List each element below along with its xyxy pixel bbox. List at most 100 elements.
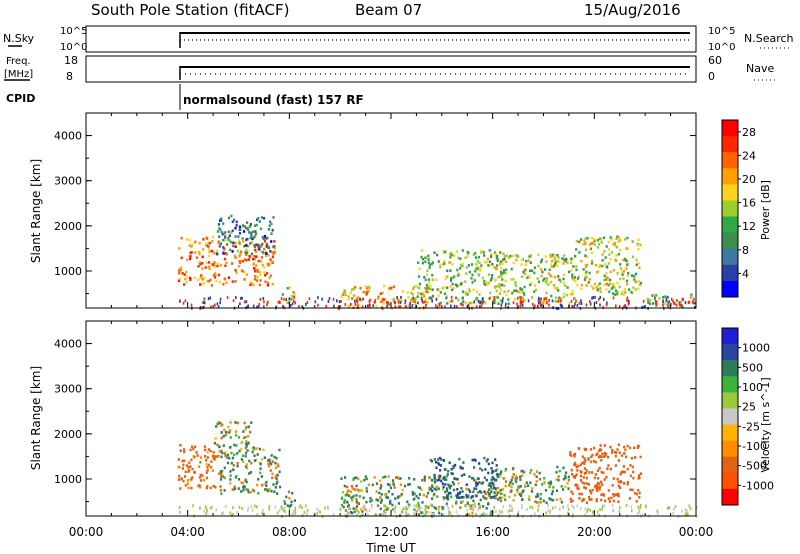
power-echo-cell [424, 298, 427, 301]
vel-echo-cell [377, 499, 380, 502]
power-echo-cell [573, 276, 576, 279]
vel-echo-cell [596, 485, 599, 489]
power-echo-cell [250, 233, 253, 236]
vel-scatter-cell [587, 507, 589, 511]
power-scatter-cell [480, 304, 483, 308]
vel-echo-cell [211, 469, 214, 472]
vel-echo-cell [417, 502, 420, 505]
vel-echo-cell [455, 500, 458, 504]
vel-echo-cell [181, 467, 184, 470]
power-echo-cell [607, 247, 610, 251]
x-axis-label: Time UT [365, 541, 416, 554]
power-echo-cell [494, 254, 497, 257]
power-echo-cell [239, 228, 242, 231]
power-echo-cell [575, 239, 578, 243]
power-colorbar-frame [721, 119, 739, 298]
vel-echo-cell [514, 475, 517, 478]
power-scatter-cell [368, 300, 371, 304]
power-echo-cell [651, 294, 654, 297]
vel-echo-cell [484, 468, 487, 471]
vel-echo-cell [591, 453, 594, 457]
vel-echo-cell [603, 494, 606, 497]
power-echo-cell [207, 254, 210, 258]
vel-echo-cell [459, 491, 462, 494]
vel-echo-cell [480, 491, 483, 494]
power-scatter-cell [241, 296, 243, 300]
vel-echo-cell [491, 471, 494, 475]
power-echo-cell [344, 293, 347, 297]
vel-echo-cell [600, 493, 603, 497]
power-echo-cell [424, 256, 427, 260]
vel-colorbar-tick-label: -25 [742, 420, 760, 433]
power-echo-cell [580, 238, 583, 241]
vel-echo-cell [247, 490, 250, 494]
vel-scatter-cell [203, 509, 205, 513]
power-echo-cell [509, 278, 512, 281]
vel-echo-cell [273, 455, 276, 459]
power-scatter-cell [232, 299, 235, 303]
vel-echo-cell [590, 460, 593, 464]
vel-echo-cell [249, 471, 253, 474]
power-echo-cell [343, 289, 347, 292]
power-echo-cell [562, 273, 565, 276]
vel-echo-cell [521, 470, 524, 473]
vel-echo-cell [253, 447, 256, 451]
power-echo-cell [495, 289, 498, 293]
power-echo-cell [507, 302, 510, 305]
power-echo-cell [449, 255, 452, 259]
power-echo-cell [212, 263, 215, 267]
vel-echo-cell [229, 482, 232, 485]
vel-echo-cell [465, 493, 468, 497]
vel-echo-cell [219, 472, 222, 476]
vel-echo-cell [538, 477, 541, 481]
vel-scatter-cell [206, 509, 208, 513]
vel-scatter-cell [247, 509, 249, 513]
vel-echo-cell [230, 461, 233, 465]
vel-scatter-cell [424, 505, 427, 509]
vel-scatter-cell [179, 510, 181, 514]
vel-echo-cell [503, 494, 506, 497]
vel-echo-cell [635, 500, 638, 503]
nave-tick-bottom: 0 [708, 70, 715, 83]
vel-echo-cell [559, 497, 562, 501]
vel-echo-cell [617, 443, 620, 447]
power-echo-cell [205, 236, 208, 240]
power-echo-cell [550, 294, 553, 298]
power-echo-cell [605, 276, 608, 279]
power-echo-cell [556, 300, 559, 304]
power-echo-cell [225, 261, 228, 265]
power-echo-cell [632, 255, 635, 259]
vel-echo-cell [355, 505, 358, 508]
power-echo-cell [476, 267, 479, 270]
vel-echo-cell [488, 482, 491, 485]
vel-scatter-cell [368, 509, 371, 513]
vel-echo-cell [221, 469, 224, 473]
power-echo-cell [499, 275, 502, 278]
vel-echo-cell [590, 498, 593, 501]
vel-echo-cell [439, 469, 442, 472]
vel-echo-cell [247, 425, 250, 429]
vel-scatter-cell [366, 509, 368, 513]
power-echo-cell [253, 244, 256, 247]
vel-echo-cell [370, 499, 373, 502]
power-colorbar-swatch [722, 136, 738, 153]
power-echo-cell [533, 271, 536, 275]
power-echo-cell [246, 237, 249, 241]
vel-echo-cell [219, 485, 222, 488]
vel-echo-cell [214, 485, 217, 489]
power-scatter-cell [589, 300, 591, 303]
vel-echo-cell [224, 454, 227, 458]
vel-echo-cell [438, 505, 441, 509]
vel-echo-cell [638, 491, 641, 495]
power-echo-cell [251, 230, 254, 234]
power-scatter-cell [203, 305, 205, 309]
vel-echo-cell [607, 464, 610, 467]
power-echo-cell [204, 242, 208, 246]
power-echo-cell [464, 292, 467, 296]
power-echo-cell [451, 276, 454, 280]
power-echo-cell [178, 271, 181, 275]
vel-scatter-cell [511, 508, 513, 512]
power-scatter-cell [412, 296, 415, 300]
power-echo-cell [242, 224, 245, 227]
vel-echo-cell [267, 489, 270, 493]
